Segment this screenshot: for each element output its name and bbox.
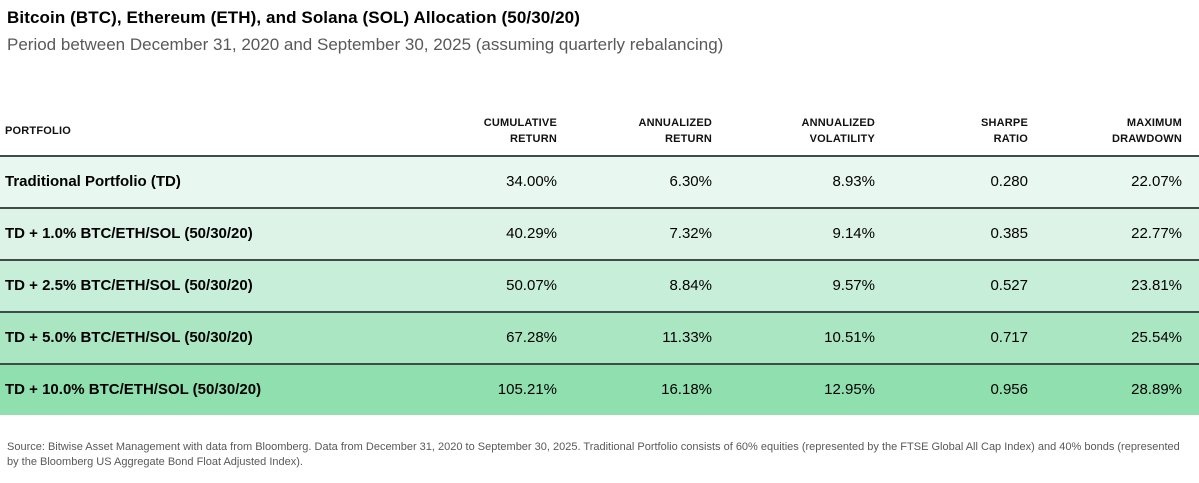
cell-annualized-return: 11.33%	[662, 329, 712, 347]
source-footnote: Source: Bitwise Asset Management with da…	[7, 440, 1180, 468]
cell-cumulative-return: 67.28%	[506, 329, 557, 347]
cell-sharpe-ratio: 0.385	[990, 225, 1028, 243]
cell-annualized-volatility: 8.93%	[832, 173, 875, 191]
table-body: Traditional Portfolio (TD) 34.00% 6.30% …	[0, 155, 1199, 415]
table-row: TD + 1.0% BTC/ETH/SOL (50/30/20) 40.29% …	[0, 207, 1199, 260]
cell-maximum-drawdown: 22.77%	[1131, 225, 1182, 243]
column-header-portfolio: PORTFOLIO	[5, 124, 71, 137]
cell-annualized-volatility: 10.51%	[824, 329, 875, 347]
cell-cumulative-return: 40.29%	[506, 225, 557, 243]
cell-maximum-drawdown: 25.54%	[1131, 329, 1182, 347]
column-header-sharpe-ratio: SHARPE RATIO	[980, 117, 1028, 145]
table-row: TD + 5.0% BTC/ETH/SOL (50/30/20) 67.28% …	[0, 311, 1199, 364]
cell-annualized-volatility: 12.95%	[824, 381, 875, 399]
cell-portfolio-name: TD + 2.5% BTC/ETH/SOL (50/30/20)	[5, 277, 253, 295]
cell-sharpe-ratio: 0.280	[990, 173, 1028, 191]
cell-sharpe-ratio: 0.956	[990, 381, 1028, 399]
cell-sharpe-ratio: 0.527	[990, 277, 1028, 295]
cell-annualized-return: 16.18%	[661, 381, 712, 399]
column-header-annualized-volatility: ANNUALIZED VOLATILITY	[801, 117, 875, 145]
table-row: TD + 2.5% BTC/ETH/SOL (50/30/20) 50.07% …	[0, 259, 1199, 312]
cell-portfolio-name: TD + 10.0% BTC/ETH/SOL (50/30/20)	[5, 381, 262, 399]
cell-annualized-return: 8.84%	[669, 277, 712, 295]
cell-annualized-volatility: 9.57%	[832, 277, 875, 295]
cell-maximum-drawdown: 28.89%	[1131, 381, 1182, 399]
column-header-maximum-drawdown: MAXIMUM DRAWDOWN	[1111, 117, 1182, 145]
table-header: PORTFOLIO CUMULATIVE RETURN ANNUALIZED R…	[0, 116, 1199, 156]
page-title: Bitcoin (BTC), Ethereum (ETH), and Solan…	[7, 8, 580, 27]
cell-maximum-drawdown: 23.81%	[1131, 277, 1182, 295]
page-subtitle: Period between December 31, 2020 and Sep…	[7, 35, 724, 54]
table-row: Traditional Portfolio (TD) 34.00% 6.30% …	[0, 155, 1199, 208]
cell-sharpe-ratio: 0.717	[990, 329, 1028, 347]
column-header-cumulative-return: CUMULATIVE RETURN	[483, 117, 557, 145]
column-header-annualized-return: ANNUALIZED RETURN	[638, 117, 712, 145]
cell-portfolio-name: TD + 5.0% BTC/ETH/SOL (50/30/20)	[5, 329, 253, 347]
cell-maximum-drawdown: 22.07%	[1131, 173, 1182, 191]
table-header-row: PORTFOLIO CUMULATIVE RETURN ANNUALIZED R…	[0, 116, 1199, 156]
cell-cumulative-return: 34.00%	[506, 173, 557, 191]
cell-portfolio-name: Traditional Portfolio (TD)	[5, 173, 181, 191]
cell-cumulative-return: 105.21%	[497, 381, 557, 399]
cell-annualized-volatility: 9.14%	[832, 225, 875, 243]
table-row: TD + 10.0% BTC/ETH/SOL (50/30/20) 105.21…	[0, 363, 1199, 415]
allocation-table: PORTFOLIO CUMULATIVE RETURN ANNUALIZED R…	[0, 116, 1199, 415]
cell-annualized-return: 7.32%	[669, 225, 712, 243]
cell-cumulative-return: 50.07%	[506, 277, 557, 295]
cell-portfolio-name: TD + 1.0% BTC/ETH/SOL (50/30/20)	[5, 225, 253, 243]
cell-annualized-return: 6.30%	[669, 173, 712, 191]
